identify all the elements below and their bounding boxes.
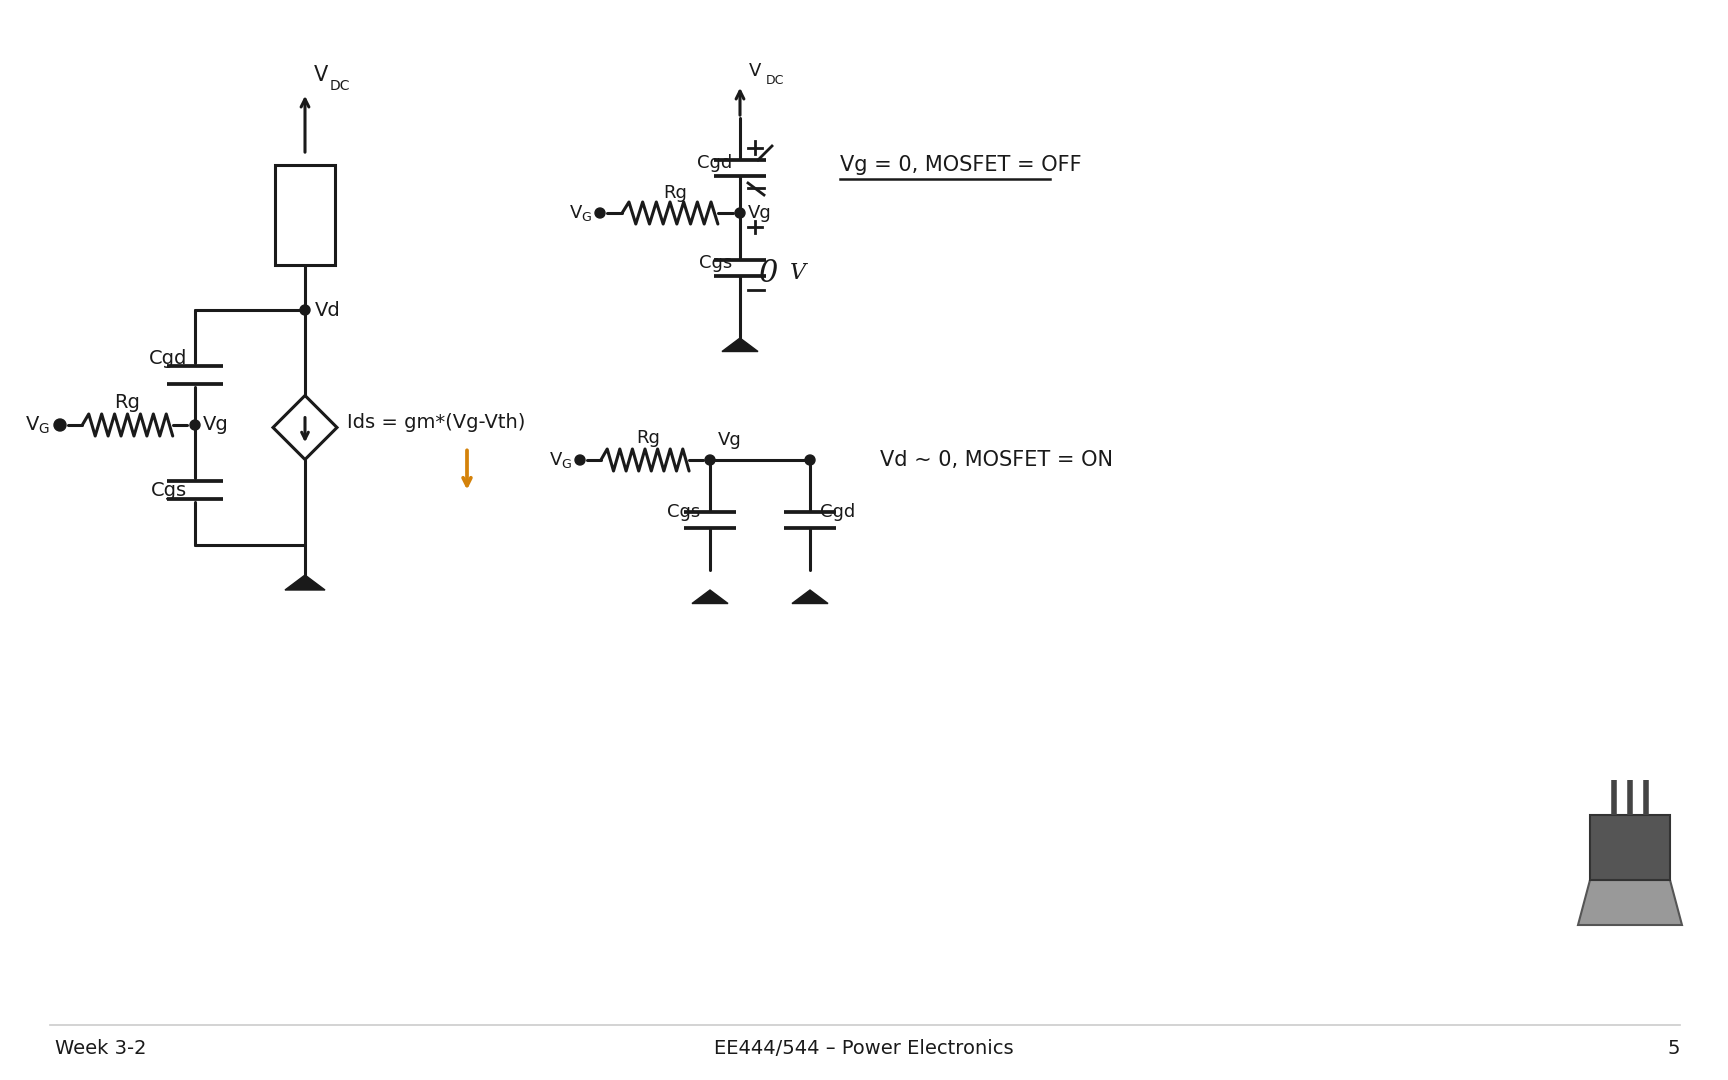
Circle shape <box>301 305 309 315</box>
Text: Cgd: Cgd <box>696 154 733 172</box>
Text: Vg = 0, MOSFET = OFF: Vg = 0, MOSFET = OFF <box>840 156 1082 175</box>
Text: Vd ~ 0, MOSFET = ON: Vd ~ 0, MOSFET = ON <box>880 450 1113 470</box>
Circle shape <box>705 455 715 465</box>
Text: Vd: Vd <box>314 300 340 320</box>
Polygon shape <box>791 590 828 604</box>
Text: Cgd: Cgd <box>821 503 855 521</box>
Polygon shape <box>1578 880 1681 924</box>
Text: 5: 5 <box>1668 1039 1680 1057</box>
Text: Cgs: Cgs <box>667 503 700 521</box>
Polygon shape <box>691 590 727 604</box>
Polygon shape <box>722 338 759 351</box>
Text: $\mathdefault{V_G}$: $\mathdefault{V_G}$ <box>24 415 50 435</box>
Text: Rg: Rg <box>114 393 140 413</box>
Text: 0: 0 <box>759 257 778 288</box>
Circle shape <box>805 455 816 465</box>
Text: Cgs: Cgs <box>150 481 187 499</box>
Circle shape <box>54 419 66 431</box>
Text: $\mathdefault{V_G}$: $\mathdefault{V_G}$ <box>550 450 572 470</box>
Circle shape <box>594 208 605 218</box>
Circle shape <box>190 420 200 430</box>
Polygon shape <box>285 575 325 590</box>
Text: Week 3-2: Week 3-2 <box>55 1039 147 1057</box>
Text: Cgd: Cgd <box>149 349 187 367</box>
Text: $\mathdefault{V_G}$: $\mathdefault{V_G}$ <box>569 203 593 222</box>
Text: Rg: Rg <box>664 184 688 202</box>
Circle shape <box>734 208 745 218</box>
Text: Vg: Vg <box>748 204 772 222</box>
Text: Ids = gm*(Vg-Vth): Ids = gm*(Vg-Vth) <box>347 413 525 432</box>
Text: EE444/544 – Power Electronics: EE444/544 – Power Electronics <box>714 1039 1014 1057</box>
Text: V: V <box>790 262 807 284</box>
Polygon shape <box>1590 815 1669 880</box>
Text: Vg: Vg <box>719 431 741 449</box>
Text: DC: DC <box>766 75 785 87</box>
Text: DC: DC <box>330 79 351 93</box>
Circle shape <box>575 455 586 465</box>
Text: Rg: Rg <box>636 429 660 447</box>
Text: $\mathdefault{V}$: $\mathdefault{V}$ <box>313 65 328 85</box>
Bar <box>275 165 335 265</box>
Text: $\mathdefault{V}$: $\mathdefault{V}$ <box>748 62 762 80</box>
Text: Cgs: Cgs <box>698 254 733 272</box>
Text: Vg: Vg <box>202 416 228 434</box>
